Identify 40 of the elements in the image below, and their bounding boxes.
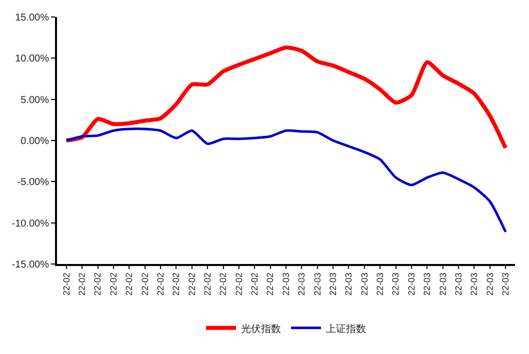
x-tick-label: 22-02 <box>171 272 182 296</box>
x-tick-label: 22-02 <box>234 272 244 296</box>
x-tick-label: 22-02 <box>250 272 260 296</box>
x-tick-label: 22-02 <box>77 272 88 296</box>
x-tick-label: 22-03 <box>422 272 432 296</box>
x-tick-label: 22-02 <box>108 272 118 296</box>
y-tick-label: 10.00% <box>15 54 50 65</box>
x-tick-label: 22-03 <box>469 272 480 296</box>
x-tick-label: 22-02 <box>140 272 150 296</box>
line-series <box>64 45 508 150</box>
x-tick-label: 22-03 <box>280 272 291 296</box>
x-tick-label: 22-03 <box>390 272 401 296</box>
x-tick-label: 22-03 <box>375 272 386 296</box>
x-tick-label: 22-02 <box>61 272 72 296</box>
x-tick-label: 22-03 <box>312 272 322 296</box>
x-tick-label: 22-03 <box>500 272 511 296</box>
x-tick-label: 22-02 <box>92 272 103 296</box>
y-tick-label: 0.00% <box>20 136 50 147</box>
x-tick-label: 22-03 <box>359 272 370 296</box>
x-tick-label: 22-03 <box>438 272 448 296</box>
x-tick-label: 22-03 <box>484 272 495 296</box>
x-tick-label: 22-02 <box>155 272 166 296</box>
line-series <box>65 128 507 234</box>
x-tick-label: 22-02 <box>202 272 213 296</box>
x-tick-label: 22-03 <box>453 272 464 296</box>
x-tick-label: 22-02 <box>124 272 134 296</box>
y-tick-label: 15.00% <box>15 12 50 24</box>
x-tick-label: 22-02 <box>265 272 276 296</box>
x-tick-label: 22-02 <box>186 272 197 296</box>
y-tick-label: -10.00% <box>12 218 50 230</box>
y-tick-label: 5.00% <box>20 94 50 106</box>
legend-label: 光伏指数 <box>241 322 281 335</box>
x-tick-label: 22-03 <box>296 272 307 296</box>
x-tick-label: 22-02 <box>218 272 228 296</box>
legend-label: 上证指数 <box>326 322 366 335</box>
x-tick-label: 22-03 <box>344 272 354 296</box>
x-tick-label: 22-03 <box>406 272 416 296</box>
y-tick-label: -15.00% <box>12 260 50 270</box>
y-tick-label: -5.00% <box>17 177 50 188</box>
x-tick-label: 22-03 <box>328 272 338 296</box>
